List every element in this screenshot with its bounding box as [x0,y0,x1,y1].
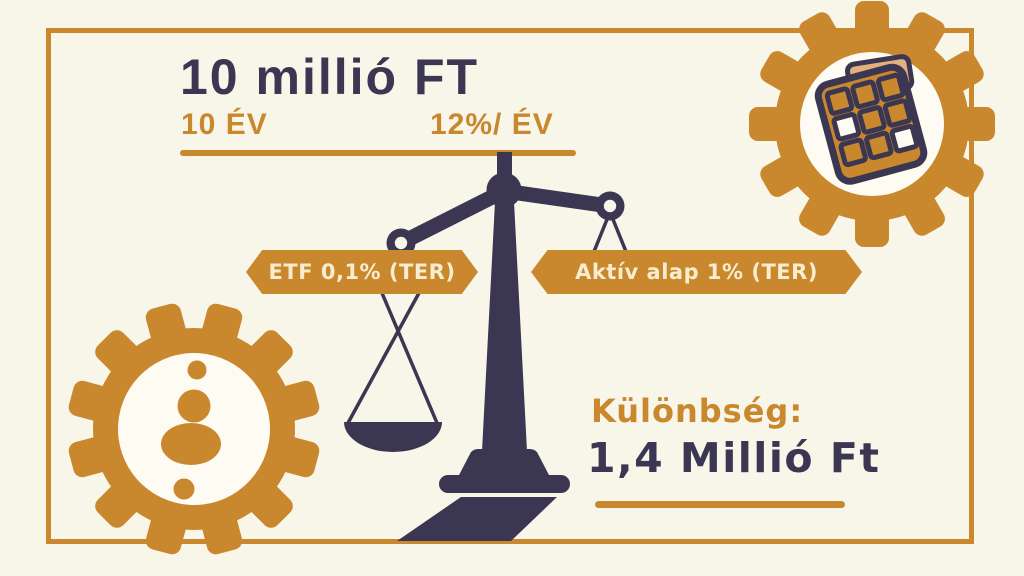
active-fund-cost-label: Aktív alap 1% (TER) [575,260,818,284]
difference-underline [595,501,845,508]
rate-label: 12%/ ÉV [430,108,554,141]
active-fund-cost-banner: Aktív alap 1% (TER) [531,250,862,294]
duration-label: 10 ÉV [181,108,268,141]
page-title: 10 millió FT [180,49,480,105]
difference-label: Különbség: [591,392,804,430]
etf-cost-banner: ETF 0,1% (TER) [246,250,478,294]
border-frame [46,28,974,544]
difference-value: 1,4 Millió Ft [587,434,881,482]
header-underline [180,150,576,156]
etf-cost-label: ETF 0,1% (TER) [268,260,456,284]
